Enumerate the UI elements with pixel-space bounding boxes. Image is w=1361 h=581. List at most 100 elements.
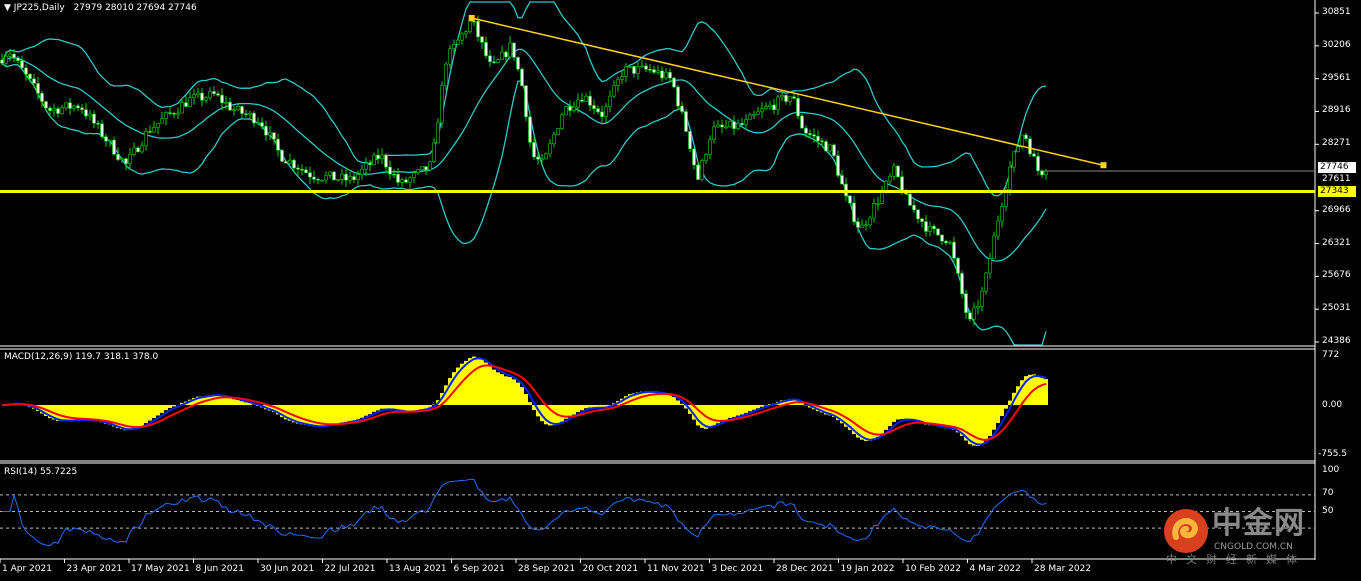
macd-histogram-bar (800, 402, 804, 405)
candle-body (268, 132, 272, 136)
candle-body (436, 122, 440, 144)
candle-body (956, 257, 960, 274)
candle-body (472, 20, 476, 23)
macd-histogram-bar (856, 405, 860, 438)
candle-body (12, 53, 16, 58)
price-tick: 28271 (1322, 138, 1351, 149)
candle-body (4, 55, 8, 64)
candle-body (44, 101, 48, 109)
macd-histogram-bar (84, 405, 88, 421)
macd-histogram-bar (628, 394, 632, 405)
macd-histogram-bar (148, 405, 152, 421)
candle-body (460, 33, 464, 41)
candle-body (164, 112, 168, 119)
macd-histogram-bar (376, 405, 380, 411)
macd-histogram-bar (424, 405, 428, 409)
candle-body (100, 123, 104, 138)
candle-body (232, 109, 236, 112)
macd-histogram-bar (844, 405, 848, 427)
macd-histogram-bar (600, 405, 604, 408)
macd-histogram-bar (872, 405, 876, 439)
candle-body (196, 92, 200, 96)
macd-histogram-bar (156, 405, 160, 416)
ohlc-label: 27979 28010 27694 27746 (73, 3, 197, 13)
candle-body (276, 138, 280, 151)
candle-body (156, 122, 160, 128)
macd-histogram-bar (976, 405, 980, 446)
macd-histogram-bar (560, 405, 564, 422)
macd-histogram-bar (852, 405, 856, 435)
date-tick: 30 Jun 2021 (260, 564, 315, 574)
candle-body (224, 101, 228, 104)
macd-histogram-bar (604, 405, 608, 408)
candle-body (520, 68, 524, 87)
macd-histogram-bar (416, 405, 420, 411)
candle-body (672, 77, 676, 88)
candle-body (344, 173, 348, 181)
macd-histogram-bar (956, 405, 960, 433)
candle-body (244, 113, 248, 115)
macd-histogram-bar (540, 405, 544, 422)
candle-body (640, 65, 644, 68)
candle-body (440, 85, 444, 124)
chart-title: ▼ JP225,Daily 27979 28010 27694 27746 (4, 3, 197, 13)
candle-body (856, 221, 860, 228)
macd-histogram-bar (508, 377, 512, 405)
support-price-label: 27343 (1318, 186, 1356, 197)
macd-histogram-bar (1040, 377, 1044, 405)
candle-body (508, 42, 512, 58)
macd-histogram-bar (920, 405, 924, 423)
candle-body (448, 48, 452, 65)
candle-body (528, 116, 532, 143)
candle-body (496, 59, 500, 63)
macd-histogram-bar (544, 405, 548, 425)
candle-body (432, 142, 436, 163)
candle-body (772, 104, 776, 111)
macd-histogram-bar (788, 399, 792, 405)
macd-histogram-bar (488, 366, 492, 405)
candle-body (116, 154, 120, 160)
price-tick: 30206 (1322, 39, 1351, 50)
candle-body (0, 59, 4, 64)
macd-histogram-bar (964, 405, 968, 441)
macd-histogram-bar (724, 405, 728, 420)
macd-histogram-bar (552, 405, 556, 426)
candle-body (652, 69, 656, 73)
macd-histogram-bar (1036, 375, 1040, 405)
macd-histogram-bar (908, 405, 912, 420)
macd-histogram-bar (136, 405, 140, 428)
candle-body (720, 124, 724, 128)
macd-histogram-bar (880, 405, 884, 434)
collapse-triangle-icon[interactable]: ▼ (4, 3, 11, 13)
candle-body (444, 63, 448, 86)
candle-body (68, 102, 72, 109)
candle-body (80, 107, 84, 110)
candle-body (372, 154, 376, 166)
macd-histogram-bar (380, 405, 384, 409)
candle-body (540, 158, 544, 161)
macd-histogram-bar (516, 382, 520, 405)
bollinger-lower-band (1, 62, 1047, 346)
candle-body (312, 176, 316, 180)
macd-histogram-bar (524, 394, 528, 405)
candle-body (488, 55, 492, 62)
macd-histogram-bar (660, 393, 664, 405)
macd-histogram-bar (140, 405, 144, 426)
candle-body (996, 220, 1000, 237)
candle-body (1000, 206, 1004, 222)
macd-histogram-bar (1016, 386, 1020, 405)
candle-body (616, 79, 620, 86)
macd-histogram-bar (68, 405, 72, 421)
candle-body (324, 174, 328, 181)
rsi-line (2, 478, 1047, 547)
candle-body (788, 96, 792, 102)
macd-histogram-bar (520, 387, 524, 405)
candle-body (976, 306, 980, 309)
macd-histogram-bar (696, 405, 700, 426)
macd-histogram-bar (1000, 405, 1004, 416)
candle-body (988, 258, 992, 274)
macd-histogram-bar (496, 372, 500, 405)
macd-histogram-bar (712, 405, 716, 426)
candle-body (784, 94, 788, 102)
candle-body (736, 123, 740, 129)
